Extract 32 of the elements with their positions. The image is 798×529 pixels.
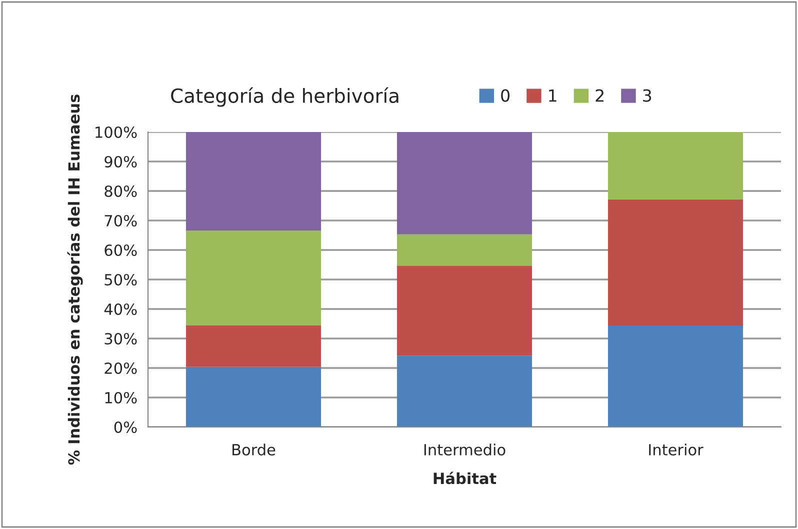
bar xyxy=(396,132,532,234)
y-tick-label: 90% xyxy=(104,156,137,168)
y-tick-label: 100% xyxy=(96,126,137,138)
x-tick-label: Borde xyxy=(232,444,276,456)
y-tick-label: 80% xyxy=(104,185,137,198)
bar xyxy=(608,326,744,427)
y-tick-label: 70% xyxy=(104,214,137,227)
legend-label: 3 xyxy=(643,89,652,102)
x-tick-label: Intermedio xyxy=(424,444,506,456)
y-axis-title: % Individuos en categorías del IH Eumaeus xyxy=(67,94,83,465)
legend-label: 2 xyxy=(596,89,604,102)
bar xyxy=(608,199,744,326)
bar xyxy=(186,132,322,231)
bar xyxy=(608,132,744,200)
y-tick-label: 10% xyxy=(105,392,137,404)
bar xyxy=(396,356,532,427)
bar xyxy=(186,326,322,367)
legend-title: Categoría de herbivoría xyxy=(171,87,398,107)
y-tick-label: 30% xyxy=(104,332,137,345)
bar xyxy=(186,230,322,326)
y-tick-label: 20% xyxy=(104,362,137,374)
y-tick-label: 50% xyxy=(104,274,137,286)
legend-label: 1 xyxy=(549,89,556,102)
y-tick-label: 60% xyxy=(104,244,137,256)
bar xyxy=(186,366,322,427)
x-axis-title: Hábitat xyxy=(434,472,496,484)
bar xyxy=(396,266,532,356)
x-tick-label: Interior xyxy=(649,444,704,456)
y-tick-label: 0% xyxy=(114,421,137,434)
bar xyxy=(396,234,532,266)
legend-label: 0 xyxy=(501,89,510,102)
y-tick-label: 40% xyxy=(104,303,137,316)
